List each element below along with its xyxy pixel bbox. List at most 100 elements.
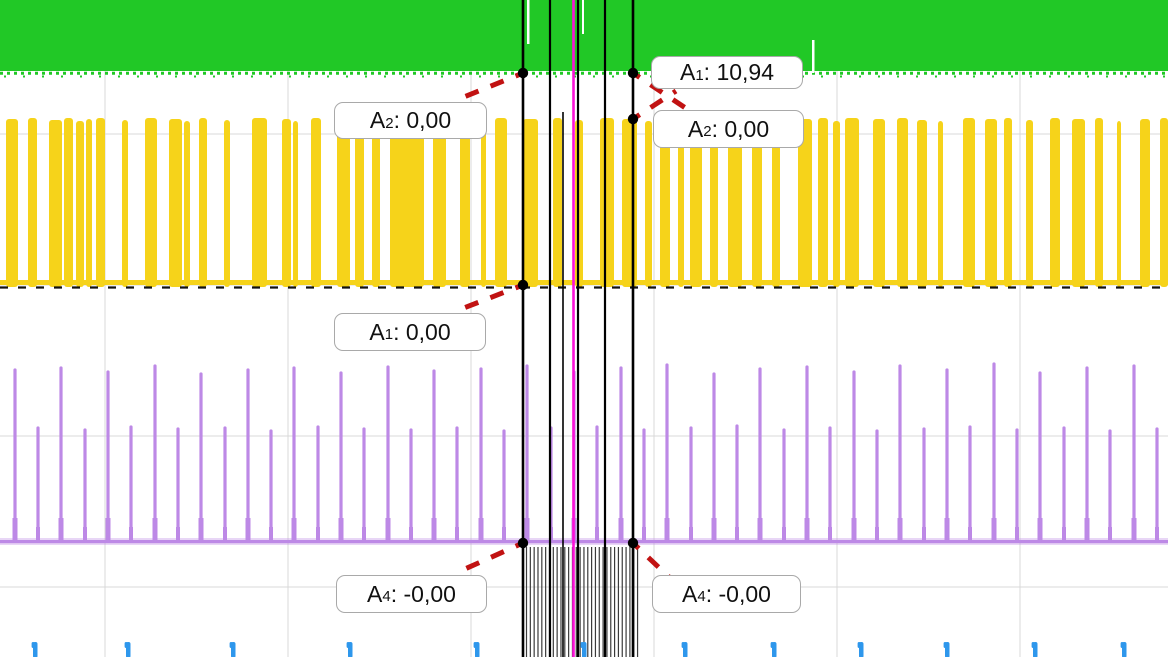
yellow-pulse xyxy=(963,118,975,287)
yellow-pulse xyxy=(96,118,105,287)
yellow-pulse xyxy=(49,120,62,287)
green-band-notch xyxy=(527,0,530,44)
channel-prefix: A xyxy=(682,580,698,607)
channel-prefix: A xyxy=(367,580,383,607)
blue-pulse-tip xyxy=(1120,642,1124,648)
marker-dot[interactable] xyxy=(627,537,639,549)
yellow-pulse xyxy=(1140,119,1150,287)
yellow-pulse xyxy=(845,118,859,287)
marker-dot[interactable] xyxy=(517,279,529,291)
channel-value: : 0,00 xyxy=(393,318,451,345)
blue-pulse-tip xyxy=(346,642,350,648)
yellow-pulse xyxy=(495,118,507,287)
yellow-pulse xyxy=(1117,121,1121,287)
yellow-pulse xyxy=(481,121,486,287)
yellow-pulse xyxy=(1050,118,1060,287)
yellow-pulse xyxy=(645,121,652,287)
channel-value: : 10,94 xyxy=(703,59,775,85)
yellow-pulse xyxy=(873,119,885,287)
blue-pulse-tip xyxy=(580,642,584,648)
yellow-pulse xyxy=(772,118,780,287)
yellow-pulse xyxy=(169,119,182,287)
yellow-pulse xyxy=(390,119,424,287)
yellow-pulse xyxy=(710,119,718,287)
label-connector xyxy=(631,70,692,114)
green-band-notch xyxy=(582,0,584,34)
label-connector xyxy=(631,541,671,579)
yellow-pulse xyxy=(622,119,637,287)
yellow-pulse xyxy=(897,118,908,287)
channel-value: : 0,00 xyxy=(711,115,770,142)
blue-pulse-tip xyxy=(229,642,233,648)
yellow-pulse xyxy=(1072,119,1085,287)
yellow-pulse xyxy=(64,118,73,287)
yellow-pulse xyxy=(293,121,298,287)
yellow-pulse xyxy=(337,119,350,287)
yellow-pulse xyxy=(6,119,18,287)
label-connector xyxy=(458,70,524,102)
yellow-pulse xyxy=(433,118,446,287)
marker-dot[interactable] xyxy=(517,537,529,549)
yellow-pulse xyxy=(86,119,92,287)
yellow-pulse xyxy=(833,121,840,287)
yellow-baseline xyxy=(0,280,1168,285)
yellow-pulse xyxy=(985,119,997,287)
channel-prefix: A xyxy=(369,318,385,345)
purple-baseline xyxy=(0,540,1168,544)
yellow-pulse xyxy=(252,118,267,287)
yellow-pulse xyxy=(917,120,927,287)
yellow-pulse xyxy=(600,118,614,287)
green-band-notch xyxy=(812,40,815,73)
channel-value: : -0,00 xyxy=(705,580,771,607)
yellow-pulse xyxy=(523,119,538,287)
yellow-pulse xyxy=(122,120,128,287)
channel-prefix: A xyxy=(687,115,704,142)
yellow-pulse xyxy=(690,118,702,287)
yellow-pulse xyxy=(1160,118,1168,287)
yellow-pulse xyxy=(460,120,470,287)
yellow-pulse xyxy=(1095,118,1103,287)
yellow-pulse xyxy=(76,121,84,287)
marker-dot[interactable] xyxy=(627,67,639,79)
yellow-pulse xyxy=(660,118,670,287)
yellow-pulse xyxy=(224,120,230,287)
yellow-pulse xyxy=(752,120,762,287)
yellow-pulse xyxy=(372,118,380,287)
yellow-pulse xyxy=(282,119,291,287)
yellow-pulse xyxy=(1004,118,1012,287)
yellow-pulse xyxy=(145,118,157,287)
yellow-pulse xyxy=(1026,120,1033,287)
label-connector xyxy=(631,88,678,122)
blue-pulse-tip xyxy=(31,642,35,648)
label-connector xyxy=(454,540,525,576)
marker-dot[interactable] xyxy=(627,113,639,125)
yellow-pulse xyxy=(311,118,321,287)
label-connector xyxy=(455,282,524,314)
yellow-pulse xyxy=(798,119,812,287)
yellow-pulse xyxy=(355,120,364,287)
channel-value: : 0,00 xyxy=(393,107,452,133)
yellow-pulse xyxy=(28,118,37,287)
blue-pulse-tip xyxy=(124,642,128,648)
blue-pulse-tip xyxy=(473,642,477,648)
yellow-pulse xyxy=(184,121,190,287)
marker-dot[interactable] xyxy=(517,67,529,79)
yellow-pulse xyxy=(938,121,943,287)
channel-prefix: A xyxy=(679,59,696,85)
blue-pulse-tip xyxy=(857,642,861,648)
yellow-pulse xyxy=(678,120,684,287)
yellow-pulse xyxy=(199,118,207,287)
yellow-pulse xyxy=(553,118,562,287)
blue-pulse-tip xyxy=(943,642,947,648)
blue-pulse-tip xyxy=(770,642,774,648)
yellow-pulse xyxy=(728,118,742,287)
blue-pulse-tip xyxy=(1031,642,1035,648)
